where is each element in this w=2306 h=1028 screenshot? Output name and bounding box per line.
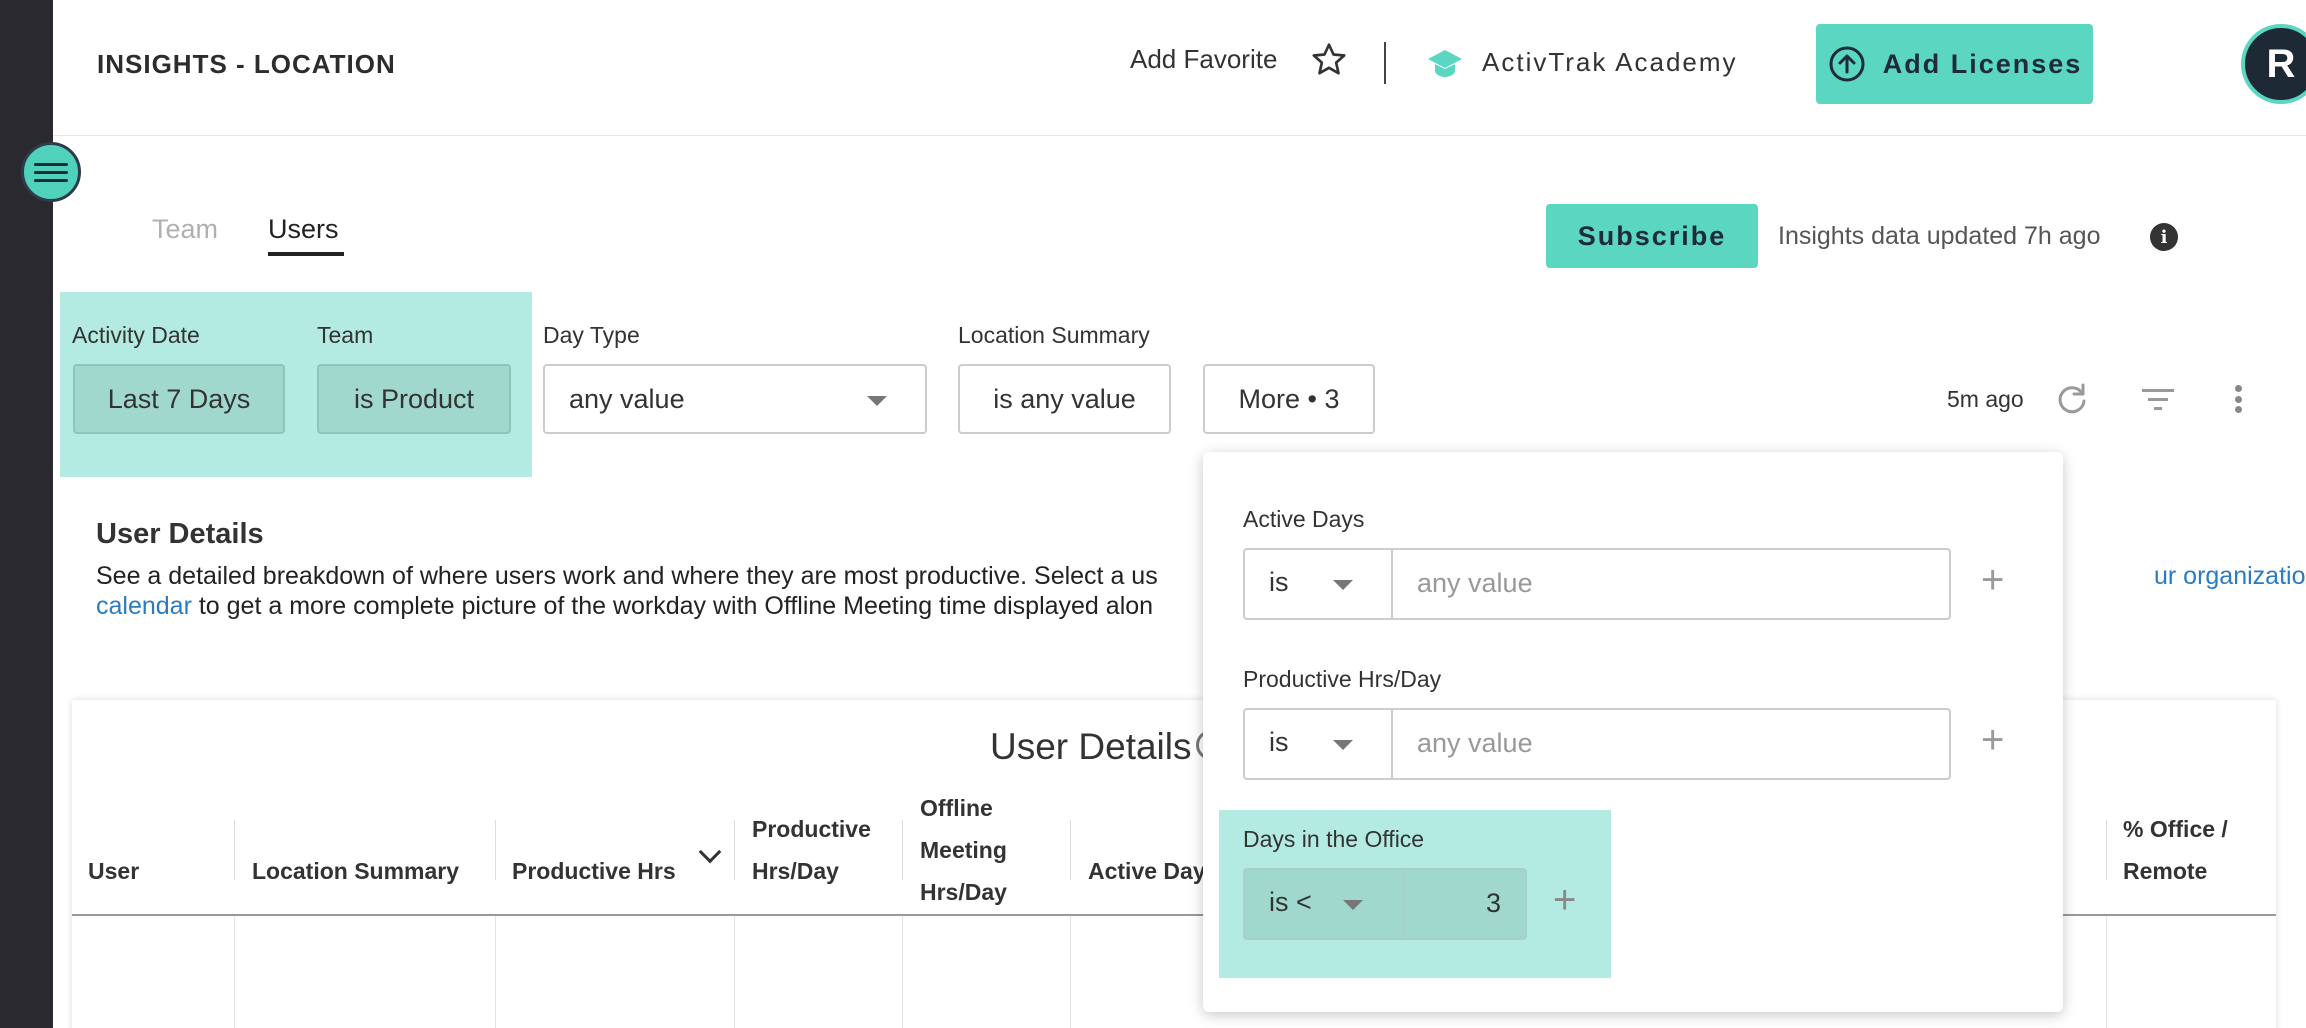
days-in-office-operator-select[interactable]: is < (1245, 870, 1405, 938)
tab-team[interactable]: Team (152, 214, 219, 244)
productive-hrs-day-filter: is any value (1243, 708, 1951, 780)
add-licenses-button[interactable]: Add Licenses (1816, 24, 2093, 104)
graduation-cap-icon (1428, 50, 1462, 77)
header-line: Hrs/Day (920, 879, 1007, 905)
location-summary-label: Location Summary (958, 322, 1150, 348)
column-divider (495, 820, 496, 880)
activtrak-academy-link[interactable]: ActivTrak Academy (1482, 47, 1738, 77)
column-header-office-remote[interactable]: % Office / Remote (2123, 808, 2228, 892)
table-title: User Details (990, 726, 1192, 767)
operator-value: is (1269, 727, 1289, 757)
desc-text-1: See a detailed breakdown of where users … (96, 562, 1158, 590)
active-days-value-input[interactable]: any value (1417, 568, 1533, 598)
caret-down-icon (1343, 900, 1363, 910)
desc-text-2: to get a more complete picture of the wo… (191, 592, 1154, 620)
operator-value: is (1269, 567, 1289, 597)
days-in-office-filter: is < 3 (1243, 868, 1527, 940)
active-days-operator-select[interactable]: is (1245, 550, 1393, 618)
row-divider (1070, 916, 1071, 1028)
add-favorite-link[interactable]: Add Favorite (1130, 44, 1278, 74)
data-updated-status: Insights data updated 7h ago (1778, 222, 2101, 250)
days-in-office-value-input[interactable]: 3 (1485, 888, 1501, 918)
table-header-rule (72, 914, 2276, 916)
more-filters-button[interactable]: More • 3 (1203, 364, 1375, 434)
team-label: Team (317, 322, 374, 348)
add-licenses-label: Add Licenses (1882, 48, 2083, 79)
day-type-value: any value (569, 383, 685, 414)
activity-date-label: Activity Date (72, 322, 200, 348)
info-icon[interactable]: i (2150, 223, 2178, 251)
filter-lines-icon[interactable] (2140, 384, 2176, 414)
user-avatar[interactable]: R (2241, 24, 2306, 104)
productive-hrs-day-value-input[interactable]: any value (1417, 728, 1533, 758)
activity-date-filter[interactable]: Last 7 Days (73, 364, 285, 434)
productive-hrs-day-operator-select[interactable]: is (1245, 710, 1393, 778)
header-line: % Office / (2123, 816, 2228, 842)
section-title: User Details (96, 518, 264, 550)
sort-chevron-down-icon[interactable] (698, 840, 722, 864)
column-divider (2106, 820, 2107, 880)
header-line: Hrs/Day (752, 858, 839, 884)
location-summary-filter[interactable]: is any value (958, 364, 1171, 434)
caret-down-icon (1333, 740, 1353, 750)
column-header-location-summary[interactable]: Location Summary (252, 858, 460, 884)
tab-users[interactable]: Users (268, 214, 339, 244)
column-header-active-days[interactable]: Active Day (1088, 858, 1206, 884)
refresh-icon[interactable] (2055, 382, 2089, 416)
column-divider (734, 820, 735, 880)
header-line: Offline (920, 795, 993, 821)
row-divider (2106, 916, 2107, 1028)
add-condition-plus-icon[interactable]: + (1981, 718, 2005, 762)
header-line: Productive (752, 816, 871, 842)
page-title: INSIGHTS - LOCATION (97, 49, 396, 79)
column-divider (902, 820, 903, 880)
organization-calendar-link[interactable]: ur organization’s (2154, 562, 2306, 590)
column-header-productive-hrs-day[interactable]: Productive Hrs/Day (752, 808, 871, 892)
header-line: Remote (2123, 858, 2208, 884)
productive-hrs-day-label: Productive Hrs/Day (1243, 666, 1442, 692)
caret-down-icon (1333, 580, 1353, 590)
row-divider (734, 916, 735, 1028)
divider (1384, 42, 1386, 84)
refresh-time: 5m ago (1947, 386, 2024, 412)
add-condition-plus-icon[interactable]: + (1981, 558, 2005, 602)
active-days-filter: is any value (1243, 548, 1951, 620)
row-divider (234, 916, 235, 1028)
hamburger-menu-icon[interactable] (21, 142, 81, 202)
star-icon[interactable] (1309, 40, 1349, 80)
add-condition-plus-icon[interactable]: + (1553, 878, 1577, 922)
row-divider (902, 916, 903, 1028)
column-header-user[interactable]: User (88, 858, 140, 884)
calendar-link[interactable]: calendar (96, 592, 192, 620)
days-in-office-label: Days in the Office (1243, 826, 1425, 852)
team-filter[interactable]: is Product (317, 364, 511, 434)
column-header-offline-meeting[interactable]: Offline Meeting Hrs/Day (920, 787, 1007, 913)
active-days-label: Active Days (1243, 506, 1365, 532)
column-divider (1070, 820, 1071, 880)
upload-circle-icon (1829, 46, 1865, 82)
column-divider (234, 820, 235, 880)
column-header-productive-hrs[interactable]: Productive Hrs (512, 858, 676, 884)
day-type-label: Day Type (543, 322, 640, 348)
caret-down-icon (867, 396, 887, 406)
header-line: Meeting (920, 837, 1007, 863)
day-type-select[interactable]: any value (543, 364, 927, 434)
top-bar: INSIGHTS - LOCATION Add Favorite ActivTr… (53, 0, 2306, 136)
subscribe-button[interactable]: Subscribe (1546, 204, 1758, 268)
row-divider (495, 916, 496, 1028)
more-filters-dropdown: Active Days is any value + Productive Hr… (1203, 452, 2063, 1012)
more-options-icon[interactable] (2230, 382, 2246, 416)
active-tab-indicator (268, 252, 344, 256)
operator-value: is < (1269, 887, 1312, 917)
